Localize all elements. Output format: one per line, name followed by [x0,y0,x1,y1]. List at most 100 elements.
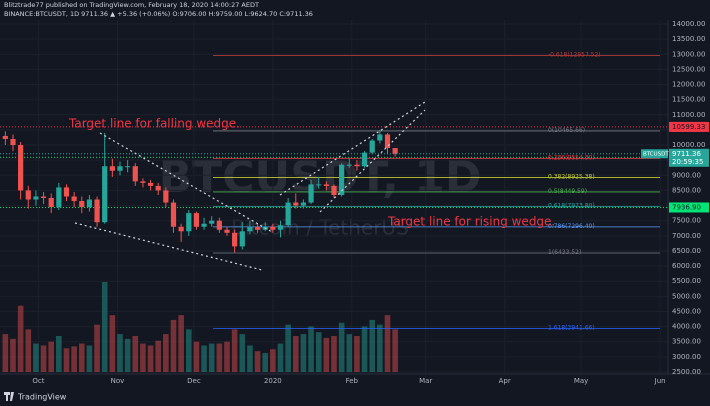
volume-bar [315,332,322,372]
candle-body [48,198,54,208]
fib-label: 1.618(3941.66) [548,324,595,331]
volume-bar [17,305,24,372]
candle-body [300,202,307,206]
candle-body [209,220,215,224]
candle-body [132,166,138,182]
trendlines [74,101,426,271]
candle-body [40,196,47,198]
x-tick-label: May [574,377,588,385]
volume-bar [124,338,131,372]
fib-label: -0.618(12957.52) [548,52,601,59]
candle-body [270,226,276,230]
candle-body [109,166,115,171]
x-tick-label: Mar [419,377,432,385]
y-tick-label: 12000.00 [672,81,705,89]
candle-body [170,202,177,227]
footer-text: TradingView [17,393,67,402]
candle-body [79,201,85,208]
candle-body [178,226,184,232]
y-tick-label: 11000.00 [672,111,705,119]
price-tag [669,148,709,167]
price-tag [669,121,709,132]
symbol-tag [641,149,668,159]
candle-body [25,190,31,200]
volume-bar [94,324,100,372]
volume-bar [384,315,391,372]
y-tick-label: 14000.00 [672,20,705,28]
candle-body [239,231,245,247]
volume-bar [277,343,284,372]
plot: -0.618(12957.52) 0(10465.66) 0.236(9554.30… [0,20,668,374]
y-tick-label: 8500.00 [672,186,701,194]
volume-bar [2,334,9,372]
fib-label: 0.786(7296.40) [548,223,595,230]
y-tick-label: 7500.00 [672,217,701,225]
volume-bar [78,343,85,372]
volume-bar [231,329,238,372]
fib-label: 0.618(7973.80) [548,202,595,209]
x-tick-label: Oct [32,377,44,385]
candle-body [316,184,322,186]
y-tick-label: 5500.00 [672,277,701,285]
annotation: Target line for rising wedge. [387,215,555,229]
y-tick-label: 11500.00 [672,96,705,104]
fib-label: 0.5(8449.59) [548,188,587,195]
candle-body [377,134,383,141]
y-tick-label: 3500.00 [672,338,701,346]
volume-bar [63,348,70,372]
candle-body [86,199,93,208]
volume-bar [323,337,330,372]
candle-body [331,185,337,195]
price-tag-label: 7936.90 [672,203,701,211]
volume-bar [201,345,207,372]
candle-body [392,148,398,154]
volume-bar [331,336,337,372]
symbol-tag-label: BTCUSDT [643,151,669,157]
candle-body [33,196,39,200]
candle-body [277,225,284,230]
volume-bar [354,336,360,372]
volume-bar [86,345,93,372]
candle-body [94,199,100,223]
x-tick-label: Apr [499,377,511,385]
volume-bar [392,329,398,372]
volume-bar [147,345,154,372]
y-tick-label: 4500.00 [672,307,701,315]
candle-body [285,202,291,226]
candle-body [125,166,131,168]
volume-bar [117,334,123,372]
candle-body [2,135,8,139]
volume-bar [369,319,376,372]
x-tick-label: 2020 [264,377,282,385]
candle-body [247,226,253,232]
volume-bar [71,346,77,372]
volume-bar [40,345,47,372]
candle-body [254,226,261,230]
candle-body [232,232,238,247]
candle-body [56,187,62,208]
annotation: Target line for falling wedge. [68,117,240,131]
y-tick-label: 13000.00 [672,50,705,58]
y-tick-label: 4000.00 [672,323,701,331]
logo [4,392,14,401]
fib-label: 0.236(9554.30) [548,155,595,162]
price-tag [669,202,709,213]
y-tick-label: 7000.00 [672,232,701,240]
volume-bar [292,336,299,372]
candle-body [193,213,200,227]
price-tag-label: 9711.36 [672,150,701,158]
countdown: 20:59:35 [672,158,703,166]
volume-bar [239,334,246,372]
y-tick-label: 3000.00 [672,353,701,361]
volume-bar [224,341,230,372]
volume-bar [270,349,276,372]
trendline [319,109,426,213]
volume-bar [163,334,169,372]
candle-body [102,166,108,223]
candle-body [216,220,222,230]
candle-body [63,187,70,197]
candle-body [186,213,192,232]
candle-body [71,196,77,202]
footer-bar [0,388,710,406]
